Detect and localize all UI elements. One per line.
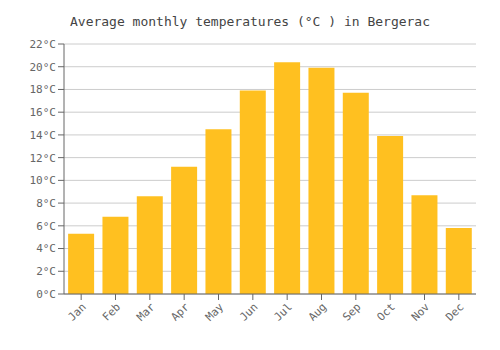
svg-text:Jun: Jun [237, 300, 260, 323]
svg-text:Apr: Apr [169, 300, 193, 324]
svg-text:4°C: 4°C [36, 242, 56, 255]
html-text:Average monthly temperatures (: Average monthly temperatures (°C ) in Be… [70, 14, 430, 29]
svg-text:10°C: 10°C [30, 174, 57, 187]
svg-text:14°C: 14°C [30, 129, 57, 142]
svg-text:Feb: Feb [100, 300, 123, 323]
svg-text:Aug: Aug [306, 300, 329, 323]
svg-text:Jan: Jan [66, 300, 89, 323]
svg-text:20°C: 20°C [30, 61, 57, 74]
svg-text:18°C: 18°C [30, 83, 57, 96]
svg-text:Mar: Mar [134, 300, 158, 324]
svg-text:Sep: Sep [340, 300, 363, 323]
svg-text:Oct: Oct [375, 300, 398, 323]
svg-text:2°C: 2°C [36, 265, 56, 278]
svg-text:Dec: Dec [443, 300, 466, 323]
svg-text:Nov: Nov [409, 300, 433, 324]
svg-text:May: May [203, 300, 227, 324]
svg-text:12°C: 12°C [30, 152, 57, 165]
svg-text:16°C: 16°C [30, 106, 57, 119]
svg-text:6°C: 6°C [36, 220, 56, 233]
svg-text:Jul: Jul [272, 300, 295, 323]
svg-text:22°C: 22°C [30, 38, 57, 51]
svg-text:0°C: 0°C [36, 288, 56, 301]
svg-text:8°C: 8°C [36, 197, 56, 210]
